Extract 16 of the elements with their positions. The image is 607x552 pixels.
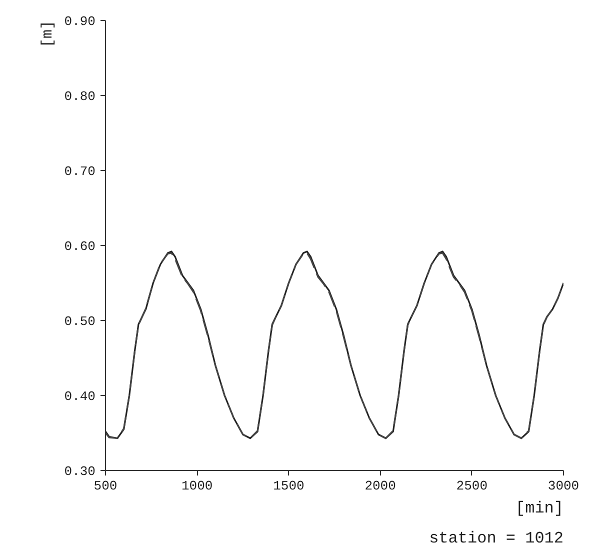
y-tick-label: 0.30: [64, 464, 96, 479]
text: station = 1012: [429, 530, 564, 548]
x-axis-title: [min]: [515, 500, 564, 518]
y-tick-label: 0.40: [64, 389, 96, 404]
x-tick-label: 500: [94, 478, 118, 494]
y-axis-title: [m]: [40, 20, 56, 48]
x-tick-label: 2500: [456, 478, 488, 494]
x-tick-label: 1000: [181, 478, 213, 494]
y-tick-label: 0.80: [64, 89, 96, 104]
x-tick-label: 3000: [548, 478, 580, 494]
x-tick-label: 1500: [273, 478, 304, 494]
y-tick-label: 0.90: [64, 14, 96, 29]
y-tick-label: 0.70: [64, 164, 96, 179]
y-tick-label: 0.60: [64, 239, 96, 254]
x-tick-label: 2000: [364, 478, 396, 494]
y-tick-label: 0.50: [64, 314, 96, 329]
